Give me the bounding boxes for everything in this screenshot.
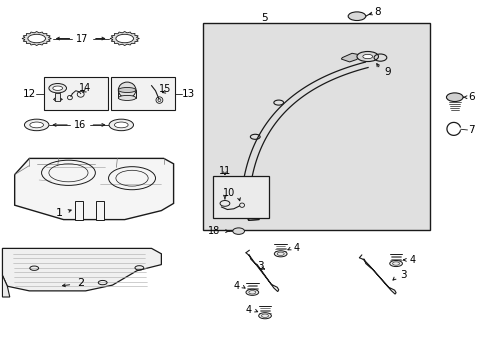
Bar — [44, 77, 107, 110]
Ellipse shape — [389, 261, 402, 266]
Ellipse shape — [118, 82, 136, 98]
Text: 1: 1 — [56, 208, 63, 218]
Bar — [111, 77, 175, 110]
Text: 4: 4 — [293, 243, 299, 253]
Text: 6: 6 — [467, 92, 474, 102]
Polygon shape — [22, 32, 51, 46]
Text: 17: 17 — [76, 33, 88, 44]
Ellipse shape — [232, 228, 244, 234]
Text: 4: 4 — [409, 255, 415, 265]
Ellipse shape — [109, 119, 133, 131]
Text: 18: 18 — [207, 226, 220, 236]
Ellipse shape — [356, 51, 378, 62]
Text: 8: 8 — [373, 6, 380, 17]
Ellipse shape — [24, 119, 49, 131]
Text: 4: 4 — [245, 305, 251, 315]
Bar — [203, 23, 429, 230]
Text: 3: 3 — [257, 261, 264, 271]
Ellipse shape — [245, 289, 258, 295]
Ellipse shape — [362, 54, 372, 59]
Polygon shape — [362, 259, 395, 294]
Bar — [212, 176, 268, 218]
Text: 2: 2 — [77, 278, 84, 288]
Text: 15: 15 — [159, 84, 171, 94]
Text: 5: 5 — [260, 13, 267, 23]
Ellipse shape — [28, 34, 45, 43]
Text: 16: 16 — [73, 120, 86, 130]
Polygon shape — [2, 248, 161, 291]
Polygon shape — [15, 158, 173, 220]
Text: 10: 10 — [222, 188, 235, 198]
Ellipse shape — [118, 95, 136, 100]
Ellipse shape — [114, 122, 128, 128]
Ellipse shape — [53, 86, 62, 90]
Text: 4: 4 — [233, 281, 239, 291]
Polygon shape — [248, 255, 278, 292]
Ellipse shape — [258, 313, 271, 319]
Bar — [75, 201, 82, 220]
Text: 12: 12 — [22, 89, 36, 99]
Text: 13: 13 — [182, 89, 195, 99]
Ellipse shape — [446, 93, 462, 102]
Text: 11: 11 — [218, 166, 231, 176]
Ellipse shape — [116, 34, 133, 43]
Polygon shape — [55, 93, 60, 101]
Polygon shape — [341, 53, 359, 62]
Polygon shape — [2, 275, 10, 297]
Text: 3: 3 — [399, 270, 406, 280]
Text: 14: 14 — [79, 83, 92, 93]
Ellipse shape — [274, 251, 286, 257]
Text: 9: 9 — [383, 67, 390, 77]
Ellipse shape — [118, 87, 136, 93]
Bar — [96, 201, 103, 220]
Ellipse shape — [347, 12, 365, 21]
Ellipse shape — [30, 122, 43, 128]
Text: 7: 7 — [467, 125, 474, 135]
Polygon shape — [110, 32, 139, 46]
Ellipse shape — [49, 84, 66, 93]
